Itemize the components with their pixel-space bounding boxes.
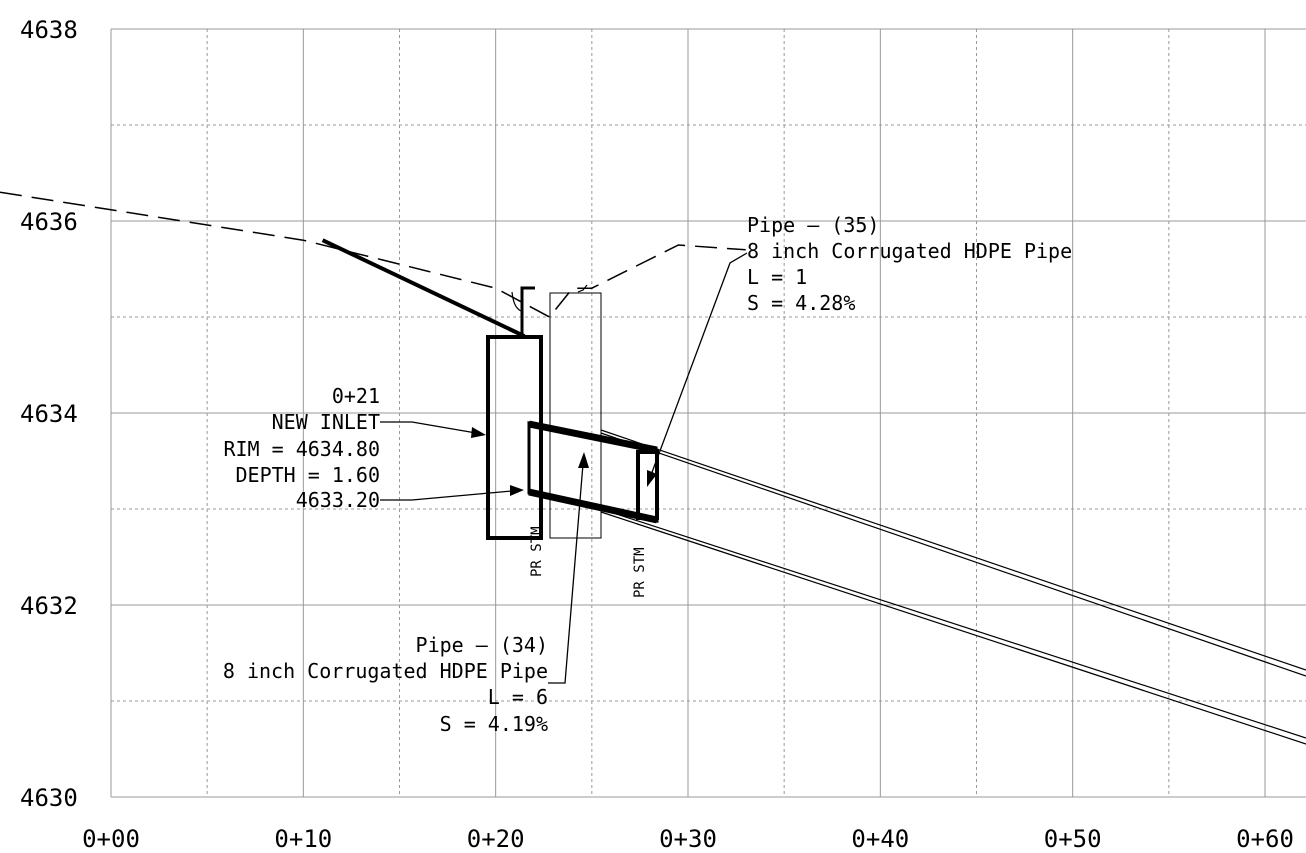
x-tick-label: 0+60 — [1236, 825, 1294, 853]
grid — [110, 28, 1306, 798]
pipe-34-invert — [528, 488, 658, 524]
pipe34-length: L = 6 — [488, 685, 548, 709]
pipe35-length: L = 1 — [747, 265, 807, 289]
pipe34-title: Pipe – (34) — [416, 633, 548, 657]
x-tick-label: 0+50 — [1044, 825, 1102, 853]
structure-outline — [549, 292, 602, 539]
inlet-name-label: NEW INLET — [272, 410, 380, 434]
inlet-leader-1 — [380, 421, 477, 434]
x-tick-label: 0+20 — [467, 825, 525, 853]
proposed-grade-line — [321, 238, 526, 339]
pipe-34-crown — [528, 420, 658, 454]
inlet-station-label: 0+21 — [332, 384, 380, 408]
ground-tick-2 — [577, 284, 588, 293]
pipe-crown-line — [600, 429, 1306, 671]
pipe34-slope: S = 4.19% — [440, 712, 548, 736]
inlet-structure — [486, 335, 543, 540]
pipe-invert-line-2 — [600, 511, 1306, 745]
inlet-leader-2 — [380, 490, 513, 501]
pipe34-leader — [548, 463, 584, 684]
y-tick-label: 4632 — [20, 592, 78, 620]
pipe35-slope: S = 4.28% — [747, 291, 855, 315]
pipe-35 — [636, 450, 659, 520]
x-tick-label: 0+10 — [274, 825, 332, 853]
pipe35-leader — [650, 252, 748, 476]
pipe35-title: Pipe – (35) — [747, 213, 879, 237]
x-tick-label: 0+40 — [851, 825, 909, 853]
inlet-grate — [520, 286, 535, 337]
y-tick-label: 4636 — [20, 208, 78, 236]
inlet-arrow-1 — [471, 427, 486, 438]
inlet-depth-label: DEPTH = 1.60 — [236, 463, 381, 487]
y-tick-label: 4634 — [20, 400, 78, 428]
pipe34-description: 8 inch Corrugated HDPE Pipe — [223, 659, 548, 683]
y-tick-label: 4630 — [20, 784, 78, 812]
pipe34-arrow — [578, 452, 589, 468]
pipe-crown-line-2 — [600, 432, 1306, 677]
inlet-rim-label: RIM = 4634.80 — [223, 437, 380, 461]
y-tick-label: 4638 — [20, 16, 78, 44]
axis-labels: 4630 4632 4634 4636 4638 0+00 0+10 0+20 0+30 0+40… — [20, 16, 1294, 853]
x-tick-label: 0+30 — [659, 825, 717, 853]
pipe35-description: 8 inch Corrugated HDPE Pipe — [747, 239, 1072, 263]
ground-tick-1 — [511, 291, 522, 312]
inlet-arrow-2 — [510, 485, 524, 496]
pipe35-arrow — [647, 470, 657, 487]
x-tick-label: 0+00 — [82, 825, 140, 853]
pipe-invert-line — [600, 508, 1306, 739]
pr-stm-label-1: PR STM — [529, 526, 545, 577]
inlet-invert-label: 4633.20 — [296, 488, 380, 512]
pr-stm-label-2: PR STM — [632, 547, 648, 598]
existing-ground-line — [0, 191, 746, 318]
